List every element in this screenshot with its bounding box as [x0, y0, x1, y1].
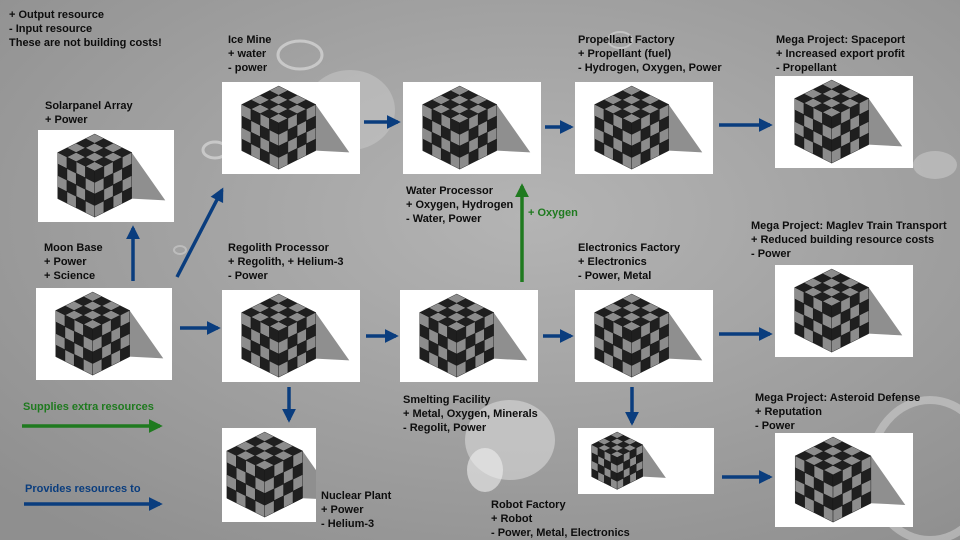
- building-image: [578, 428, 714, 494]
- building-line: + Oxygen, Hydrogen: [406, 199, 514, 211]
- building-label-electronics: Electronics Factory + Electronics - Powe…: [578, 241, 680, 283]
- checkered-cube-icon: [57, 133, 166, 218]
- building-label-moon-base: Moon Base + Power + Science: [44, 241, 103, 283]
- building-line: + Science: [44, 270, 96, 282]
- checkered-cube-icon: [794, 268, 903, 353]
- building-label-propellant: Propellant Factory + Propellant (fuel) -…: [578, 33, 722, 75]
- building-label-spaceport: Mega Project: Spaceport + Increased expo…: [776, 33, 905, 75]
- building-title: Robot Factory: [491, 499, 566, 511]
- key-output-line: + Output resource: [9, 9, 105, 21]
- building-image: [403, 82, 541, 174]
- checkered-cube-icon: [241, 85, 350, 170]
- checkered-cube-icon: [591, 431, 666, 490]
- building-image: [222, 82, 360, 174]
- building-label-nuclear: Nuclear Plant + Power - Helium-3: [321, 489, 391, 531]
- building-image: [575, 290, 713, 382]
- building-line: + Robot: [491, 513, 533, 525]
- building-label-ice-mine: Ice Mine + water - power: [228, 33, 271, 75]
- building-line: + Regolith, + Helium-3: [228, 256, 344, 268]
- building-line: - Power: [228, 270, 268, 282]
- building-label-water: Water Processor + Oxygen, Hydrogen - Wat…: [406, 184, 513, 226]
- key-box: + Output resource - Input resource These…: [9, 8, 162, 50]
- building-line: - Water, Power: [406, 213, 482, 225]
- building-line: + Power: [45, 114, 88, 126]
- building-title: Moon Base: [44, 242, 103, 254]
- building-label-regolith: Regolith Processor + Regolith, + Helium-…: [228, 241, 344, 283]
- building-line: - Helium-3: [321, 518, 375, 530]
- building-image: [38, 130, 174, 222]
- building-title: Mega Project: Maglev Train Transport: [751, 220, 947, 232]
- building-title: Nuclear Plant: [321, 490, 392, 502]
- building-line: + Propellant (fuel): [578, 48, 672, 60]
- building-image: [775, 265, 913, 357]
- checkered-cube-icon: [422, 85, 531, 170]
- building-title: Smelting Facility: [403, 394, 491, 406]
- building-label-robot: Robot Factory + Robot - Power, Metal, El…: [491, 498, 630, 540]
- building-image: [222, 290, 360, 382]
- building-line: - Power, Metal: [578, 270, 652, 282]
- building-line: - Power: [751, 248, 791, 260]
- building-image: [222, 428, 316, 522]
- key-note-line: These are not building costs!: [9, 37, 162, 49]
- building-title: Propellant Factory: [578, 34, 675, 46]
- building-label-solar: Solarpanel Array + Power: [45, 99, 133, 127]
- building-label-maglev: Mega Project: Maglev Train Transport + R…: [751, 219, 947, 261]
- building-line: - Power: [755, 420, 795, 432]
- building-title: Mega Project: Asteroid Defense: [755, 392, 921, 404]
- building-line: + Power: [44, 256, 87, 268]
- oxygen-label: + Oxygen: [528, 207, 578, 219]
- checkered-cube-icon: [594, 293, 703, 378]
- building-image: [36, 288, 172, 380]
- checkered-cube-icon: [241, 293, 350, 378]
- checkered-cube-icon: [55, 291, 164, 376]
- building-label-smelting: Smelting Facility + Metal, Oxygen, Miner…: [403, 393, 538, 435]
- building-line: - Hydrogen, Oxygen, Power: [578, 62, 722, 74]
- key-input-line: - Input resource: [9, 23, 93, 35]
- building-title: Ice Mine: [228, 34, 272, 46]
- building-line: - Regolit, Power: [403, 422, 487, 434]
- building-label-asteroid: Mega Project: Asteroid Defense + Reputat…: [755, 391, 920, 433]
- checkered-cube-icon: [419, 293, 528, 378]
- building-image: [775, 433, 913, 527]
- building-title: Mega Project: Spaceport: [776, 34, 905, 46]
- checkered-cube-icon: [794, 436, 906, 523]
- arrow-moon-base-to-ice-mine: [175, 187, 224, 278]
- building-title: Solarpanel Array: [45, 100, 133, 112]
- building-line: + Metal, Oxygen, Minerals: [403, 408, 538, 420]
- building-line: + Electronics: [578, 256, 647, 268]
- checkered-cube-icon: [594, 85, 703, 170]
- building-line: + Power: [321, 504, 364, 516]
- legend-blue-label: Provides resources to: [25, 483, 141, 495]
- building-image: [575, 82, 713, 174]
- building-line: - Power, Metal, Electronics: [491, 527, 630, 539]
- checkered-cube-icon: [226, 431, 316, 518]
- building-line: + Reputation: [755, 406, 822, 418]
- building-image: [400, 290, 538, 382]
- building-line: + Increased export profit: [776, 48, 905, 60]
- building-title: Electronics Factory: [578, 242, 681, 254]
- building-line: + water: [228, 48, 267, 60]
- building-title: Water Processor: [406, 185, 494, 197]
- building-line: - Propellant: [776, 62, 837, 74]
- building-image: [775, 76, 913, 168]
- building-title: Regolith Processor: [228, 242, 329, 254]
- building-line: + Reduced building resource costs: [751, 234, 935, 246]
- building-line: - power: [228, 62, 268, 74]
- checkered-cube-icon: [794, 79, 903, 164]
- legend-green-label: Supplies extra resources: [23, 401, 154, 413]
